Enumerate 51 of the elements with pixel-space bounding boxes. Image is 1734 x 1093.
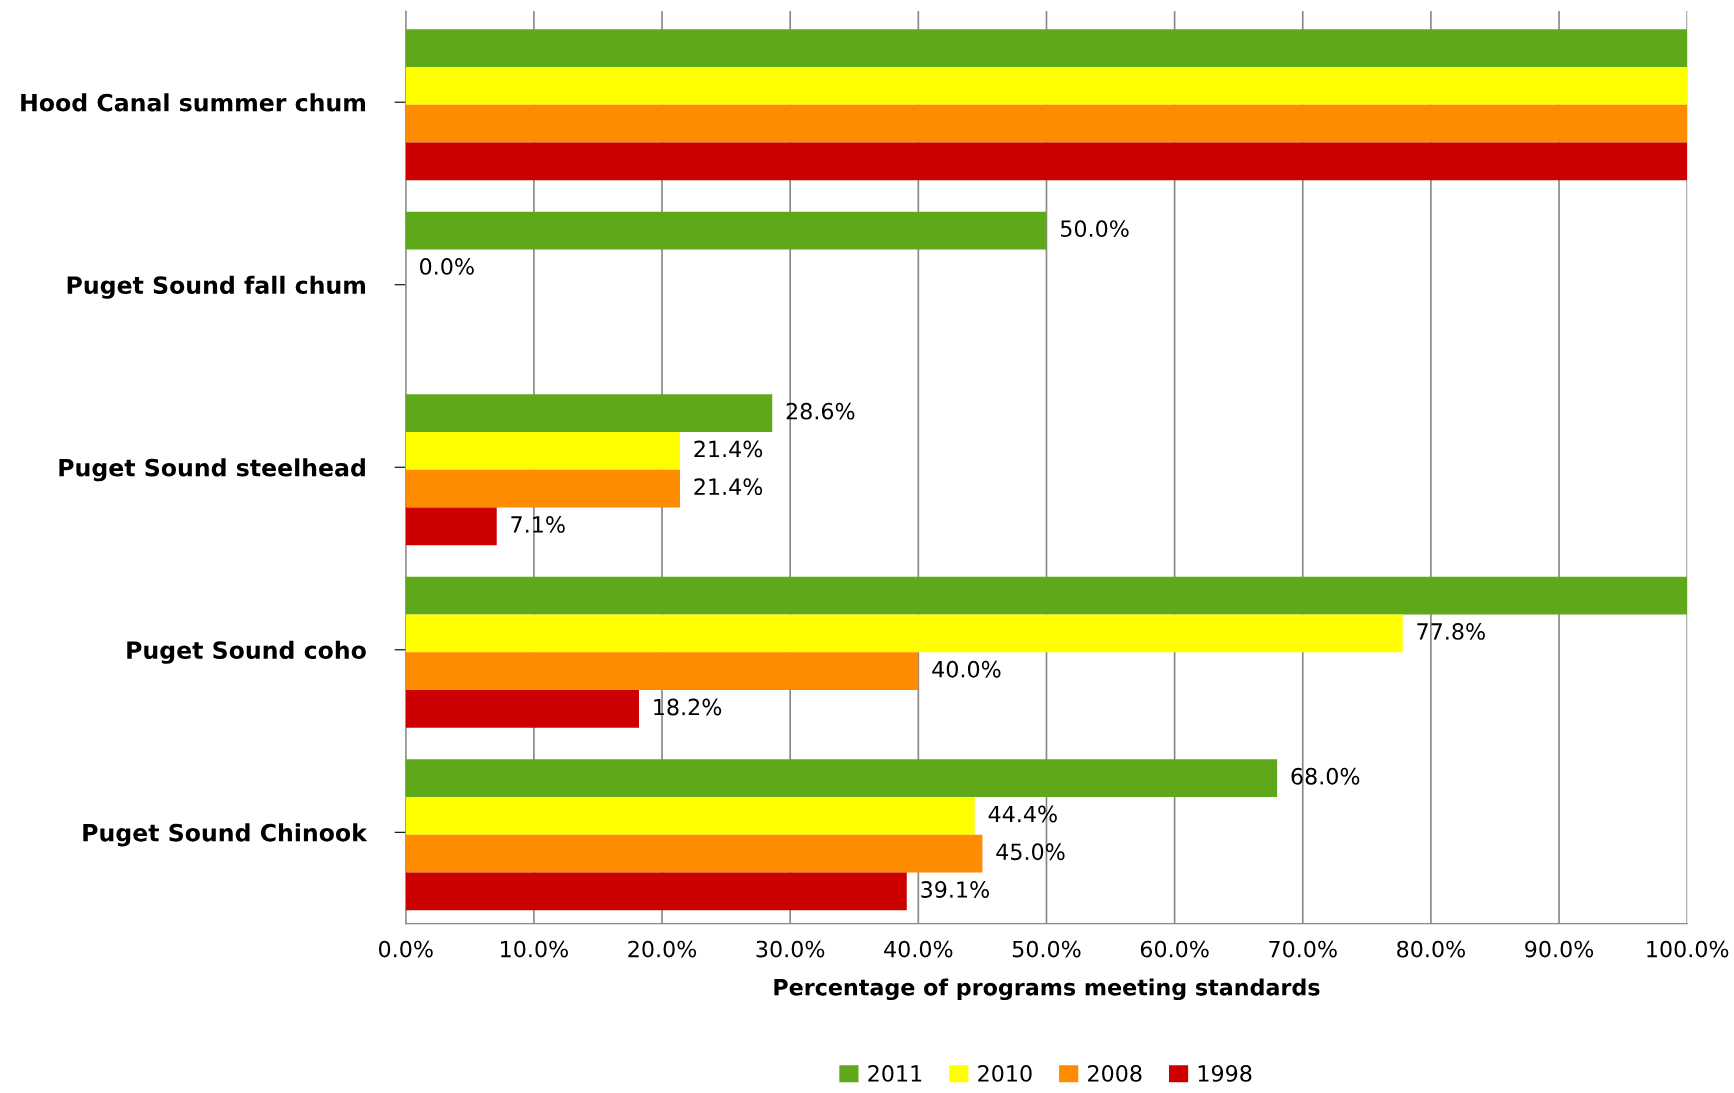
data-label: 40.0%: [932, 660, 1001, 678]
bar: [405, 652, 919, 691]
x-axis-title: Percentage of programs meeting standards: [774, 978, 1320, 1001]
x-tick-label: 10.0%: [501, 940, 568, 958]
data-label: 77.8%: [1417, 623, 1485, 640]
x-tick-label: 0.0%: [378, 940, 433, 958]
bar: [405, 142, 1688, 181]
x-tick-label: 40.0%: [884, 940, 953, 958]
x-tick-label: 70.0%: [1269, 940, 1337, 958]
y-tick-label: Puget Sound Chinook: [83, 823, 368, 847]
data-label: 21.4%: [694, 440, 763, 458]
data-label: 21.4%: [694, 478, 763, 496]
bar: [405, 614, 1403, 653]
bar: [405, 797, 975, 835]
x-tick-label: 30.0%: [756, 940, 825, 958]
bar: [405, 394, 773, 433]
y-tick-label: Hood Canal summer chum: [21, 93, 365, 112]
x-tick-label: 80.0%: [1397, 940, 1465, 958]
legend-label: 2010: [978, 1065, 1032, 1082]
bar: [405, 29, 1688, 67]
bar: [405, 66, 1688, 105]
x-tick-label: 20.0%: [628, 940, 697, 958]
y-tick-label: Puget Sound fall chum: [67, 275, 366, 299]
data-label: 45.0%: [996, 843, 1065, 861]
bar: [405, 576, 1688, 615]
x-tick-label: 90.0%: [1525, 940, 1594, 958]
data-label: 18.2%: [654, 698, 722, 716]
x-tick-label: 60.0%: [1140, 940, 1209, 958]
bar: [405, 469, 680, 508]
y-tick-label: Puget Sound steelhead: [59, 458, 365, 482]
data-label: 28.6%: [786, 402, 855, 420]
x-tick-label: 50.0%: [1012, 940, 1081, 958]
bar: [405, 759, 1278, 798]
legend-label: 2011: [868, 1065, 922, 1082]
y-tick-label: Puget Sound coho: [127, 640, 366, 664]
legend-label: 2008: [1088, 1065, 1142, 1082]
data-label: 50.0%: [1061, 220, 1129, 238]
legend-label: 1998: [1198, 1065, 1252, 1082]
bar: [405, 834, 983, 873]
data-label: 68.0%: [1291, 767, 1360, 785]
data-label: 44.4%: [988, 805, 1057, 823]
bar: [405, 104, 1688, 143]
bar: [405, 432, 680, 470]
data-label: 7.1%: [511, 516, 565, 533]
bar: [405, 211, 1047, 250]
data-label: 39.1%: [921, 881, 989, 898]
x-tick-label: 100.0%: [1647, 940, 1729, 958]
bar: [405, 872, 907, 911]
data-label: 0.0%: [420, 258, 474, 275]
bar: [405, 507, 497, 546]
bar: [405, 690, 639, 728]
